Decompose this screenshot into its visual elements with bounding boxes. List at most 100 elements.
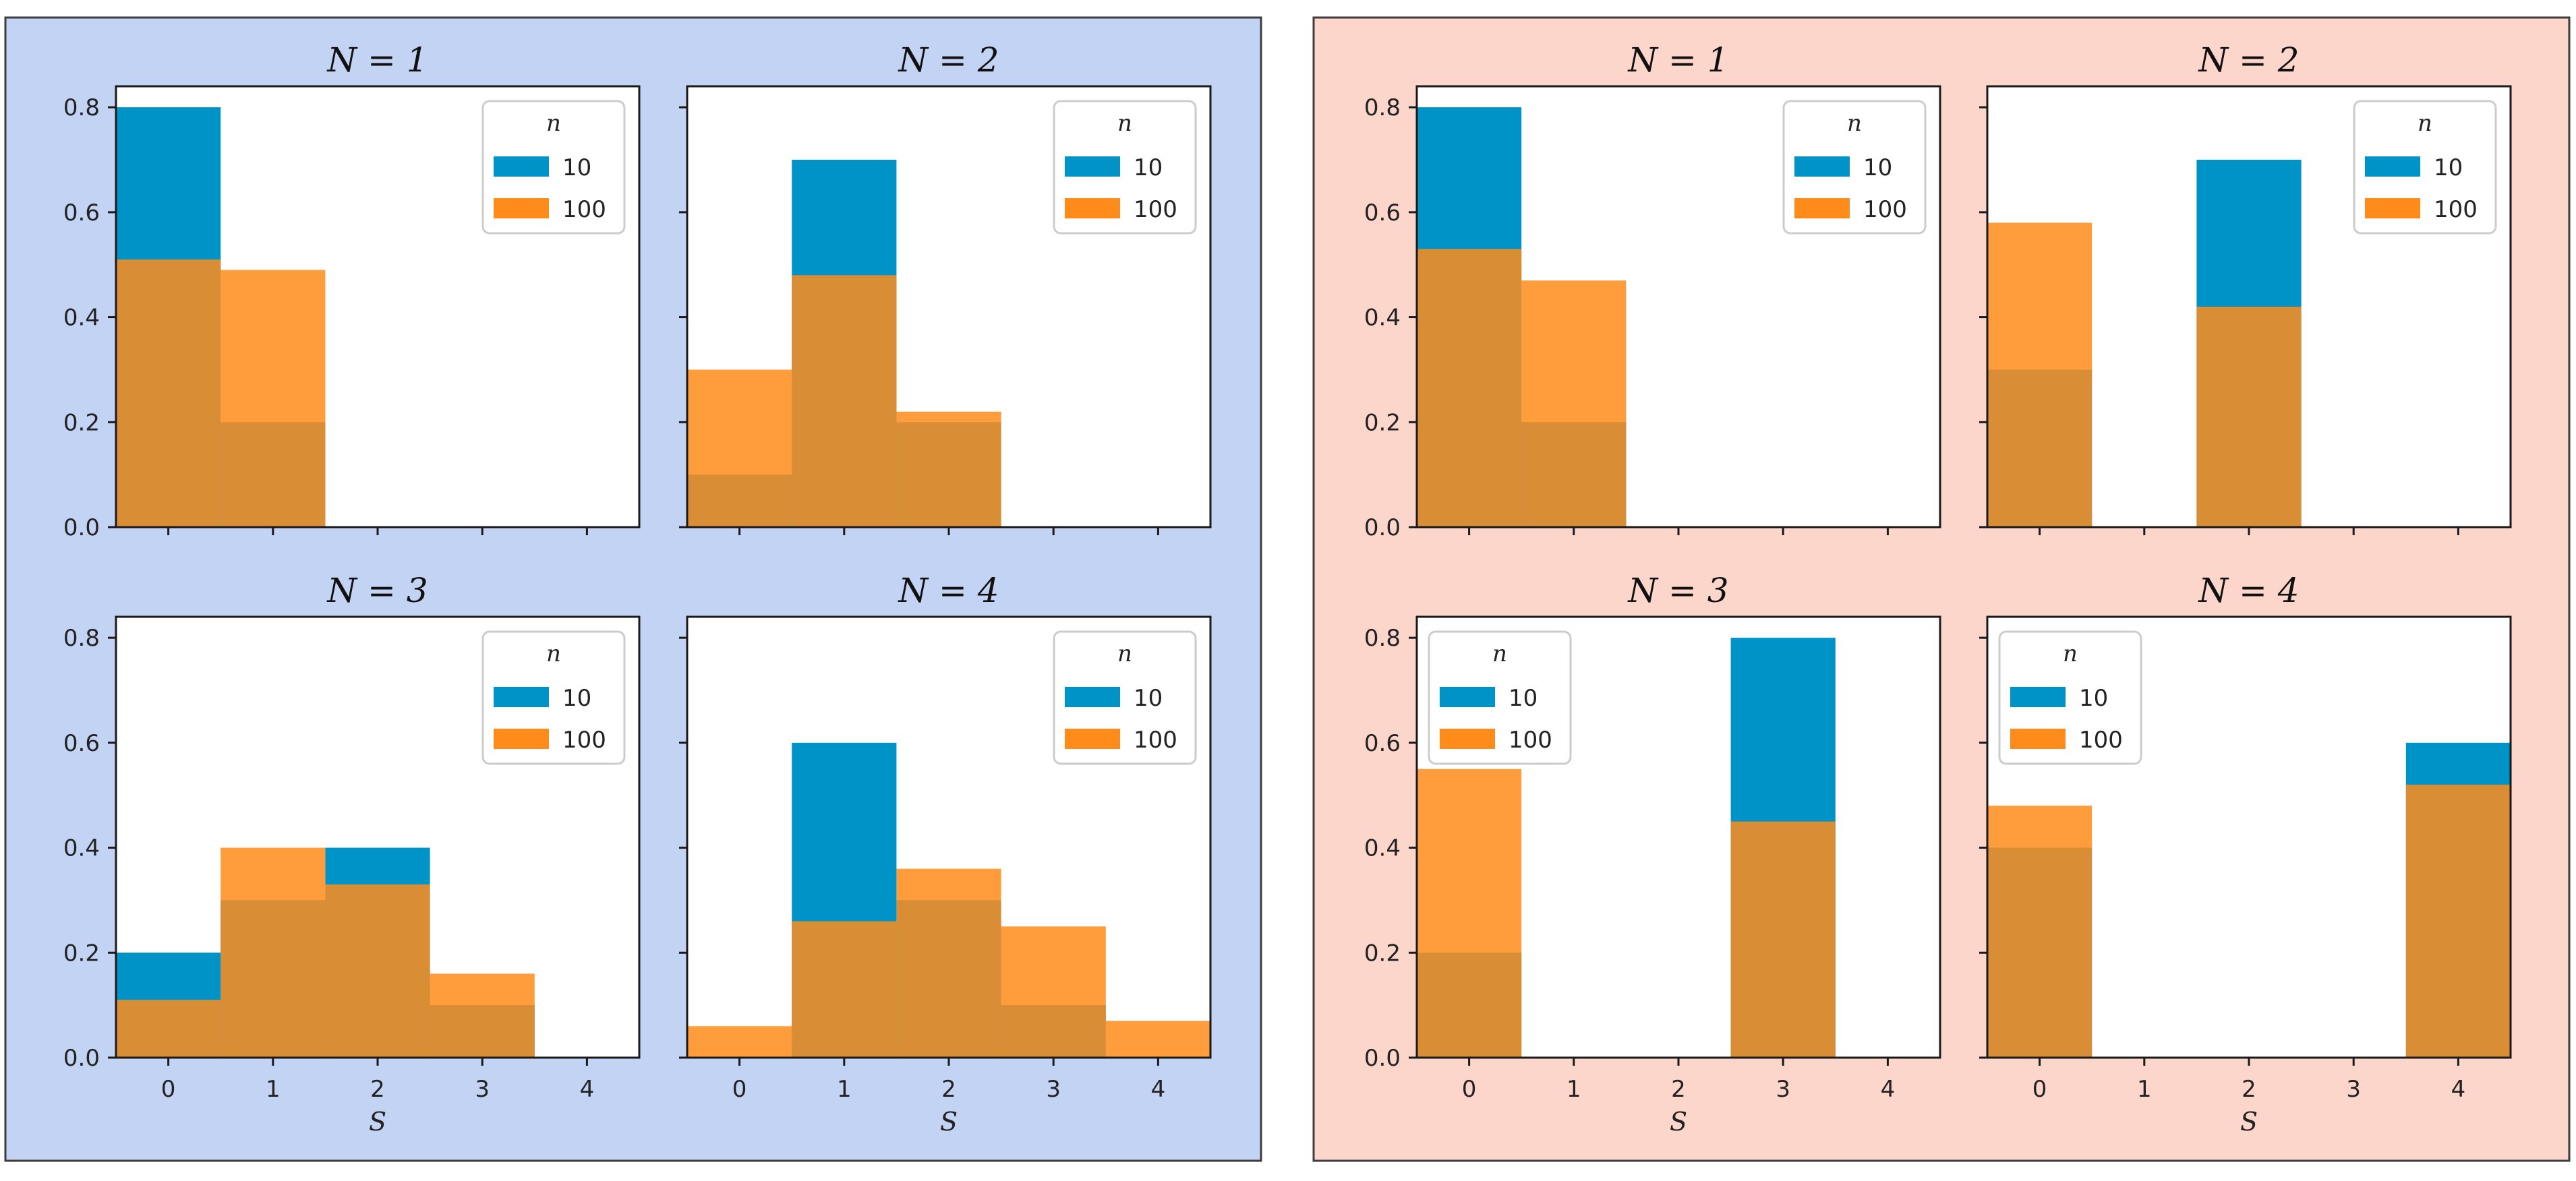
legend-swatch-n10	[1440, 687, 1495, 707]
bar-n100-s0	[1987, 222, 2092, 527]
y-tick-label: 0.0	[1364, 514, 1401, 541]
y-tick-label: 0.4	[63, 305, 100, 332]
x-tick-label: 0	[2032, 1076, 2047, 1103]
y-tick-label: 0.0	[1364, 1045, 1401, 1072]
legend-swatch-n10	[1065, 687, 1120, 707]
y-tick-label: 0.8	[1364, 94, 1401, 121]
panel-title: N = 3	[1627, 571, 1728, 610]
bar-n100-s4	[2405, 785, 2511, 1058]
legend-label: 10	[562, 154, 591, 181]
legend-label: 10	[562, 685, 591, 712]
panel-title: N = 3	[326, 571, 428, 610]
bar-n100-s4	[1105, 1021, 1210, 1058]
legend-swatch-n100	[1794, 198, 1850, 218]
bar-n100-s3	[430, 973, 535, 1058]
x-tick-label: 0	[161, 1076, 176, 1103]
panel-title: N = 4	[2198, 571, 2299, 610]
panel-2-1: N = 1 0.0 0.2 0.4 0.6 0.8 n10 100	[1364, 40, 1941, 541]
legend-title: n	[1492, 640, 1507, 667]
bar-n100-s3	[1730, 821, 1836, 1058]
x-axis-label: S	[369, 1107, 386, 1137]
y-tick-label: 0.8	[1364, 625, 1401, 652]
x-axis-label: S	[940, 1107, 958, 1137]
y-tick-label: 0.6	[63, 200, 100, 226]
bar-n100-s1	[792, 275, 897, 527]
bar-n100-s2	[896, 868, 1001, 1058]
legend-label: 100	[562, 727, 606, 754]
legend-label: 100	[562, 196, 606, 223]
y-tick-label: 0.8	[63, 94, 100, 121]
bar-n100-s0	[116, 259, 221, 527]
legend-swatch-n100	[2365, 198, 2420, 218]
panel-1-1: N = 1 0.0 0.2 0.4 0.6 0.8 n10 100	[63, 40, 641, 541]
panel-title: N = 1	[326, 40, 428, 80]
legend-swatch-n100	[1440, 729, 1495, 749]
x-tick-label: 3	[2346, 1076, 2361, 1103]
x-axis-label: S	[2240, 1107, 2258, 1137]
legend-title: n	[546, 110, 561, 137]
legend-label: 100	[2079, 727, 2123, 754]
y-tick-label: 0.2	[63, 940, 100, 967]
legend-label: 100	[1509, 727, 1552, 754]
bar-n100-s0	[1417, 768, 1522, 1058]
legend-title: n	[546, 640, 561, 667]
bar-n100-s0	[1417, 249, 1522, 527]
y-tick-label: 0.0	[63, 514, 100, 541]
y-tick-label: 0.2	[1364, 940, 1401, 967]
bar-n100-s1	[792, 921, 897, 1058]
bar-n100-s2	[325, 884, 430, 1058]
y-tick-label: 0.4	[1364, 835, 1401, 862]
legend-title: n	[2418, 110, 2432, 137]
legend-title: n	[2063, 640, 2078, 667]
y-tick-label: 0.4	[1364, 305, 1401, 332]
legend-swatch-n10	[2010, 687, 2066, 707]
legend: n10 100	[481, 100, 626, 235]
legend-swatch-n100	[2010, 729, 2066, 749]
legend-swatch-n100	[494, 198, 549, 218]
x-tick-label: 2	[1671, 1076, 1686, 1103]
bar-n100-s0	[1987, 806, 2092, 1058]
x-axis-label: S	[1670, 1107, 1687, 1137]
panel-title: N = 1	[1627, 40, 1728, 80]
panel-1-3: N = 3 0 1 2 3 4 S 0.0 0.2 0.4 0.6 0.8 n10 100	[63, 571, 641, 1137]
bar-n100-s0	[687, 1026, 792, 1058]
legend-swatch-n10	[494, 156, 549, 177]
legend-label: 100	[1863, 196, 1907, 223]
y-tick-label: 0.2	[63, 409, 100, 436]
bar-n100-s0	[687, 369, 792, 527]
legend: n10 100	[1998, 630, 2142, 765]
legend-swatch-n10	[2365, 156, 2420, 177]
bar-n100-s3	[1001, 926, 1106, 1058]
x-tick-label: 0	[1462, 1076, 1477, 1103]
legend-label: 10	[1509, 685, 1538, 712]
panel-title: N = 4	[898, 571, 999, 610]
legend: n10 100	[1053, 630, 1197, 765]
legend-title: n	[1847, 110, 1862, 137]
x-tick-label: 4	[1881, 1076, 1896, 1103]
legend: n10 100	[2353, 100, 2497, 235]
legend-label: 10	[2079, 685, 2108, 712]
x-tick-label: 1	[266, 1076, 281, 1103]
bar-n100-s2	[896, 411, 1001, 527]
x-tick-label: 3	[475, 1076, 490, 1103]
legend-label: 100	[2434, 196, 2478, 223]
x-tick-label: 1	[837, 1076, 852, 1103]
legend: n10 100	[1782, 100, 1927, 235]
legend-swatch-n10	[494, 687, 549, 707]
legend: n10 100	[481, 630, 626, 765]
x-tick-label: 4	[580, 1076, 595, 1103]
legend-label: 10	[1134, 685, 1163, 712]
legend-label: 10	[1863, 154, 1892, 181]
legend: n10 100	[1428, 630, 1572, 765]
legend-title: n	[1117, 640, 1132, 667]
panel-title: N = 2	[2198, 40, 2299, 80]
y-tick-label: 0.2	[1364, 409, 1401, 436]
panel-1-2: N = 2 n10 100	[679, 40, 1212, 535]
x-tick-label: 2	[941, 1076, 956, 1103]
x-tick-label: 3	[1046, 1076, 1061, 1103]
